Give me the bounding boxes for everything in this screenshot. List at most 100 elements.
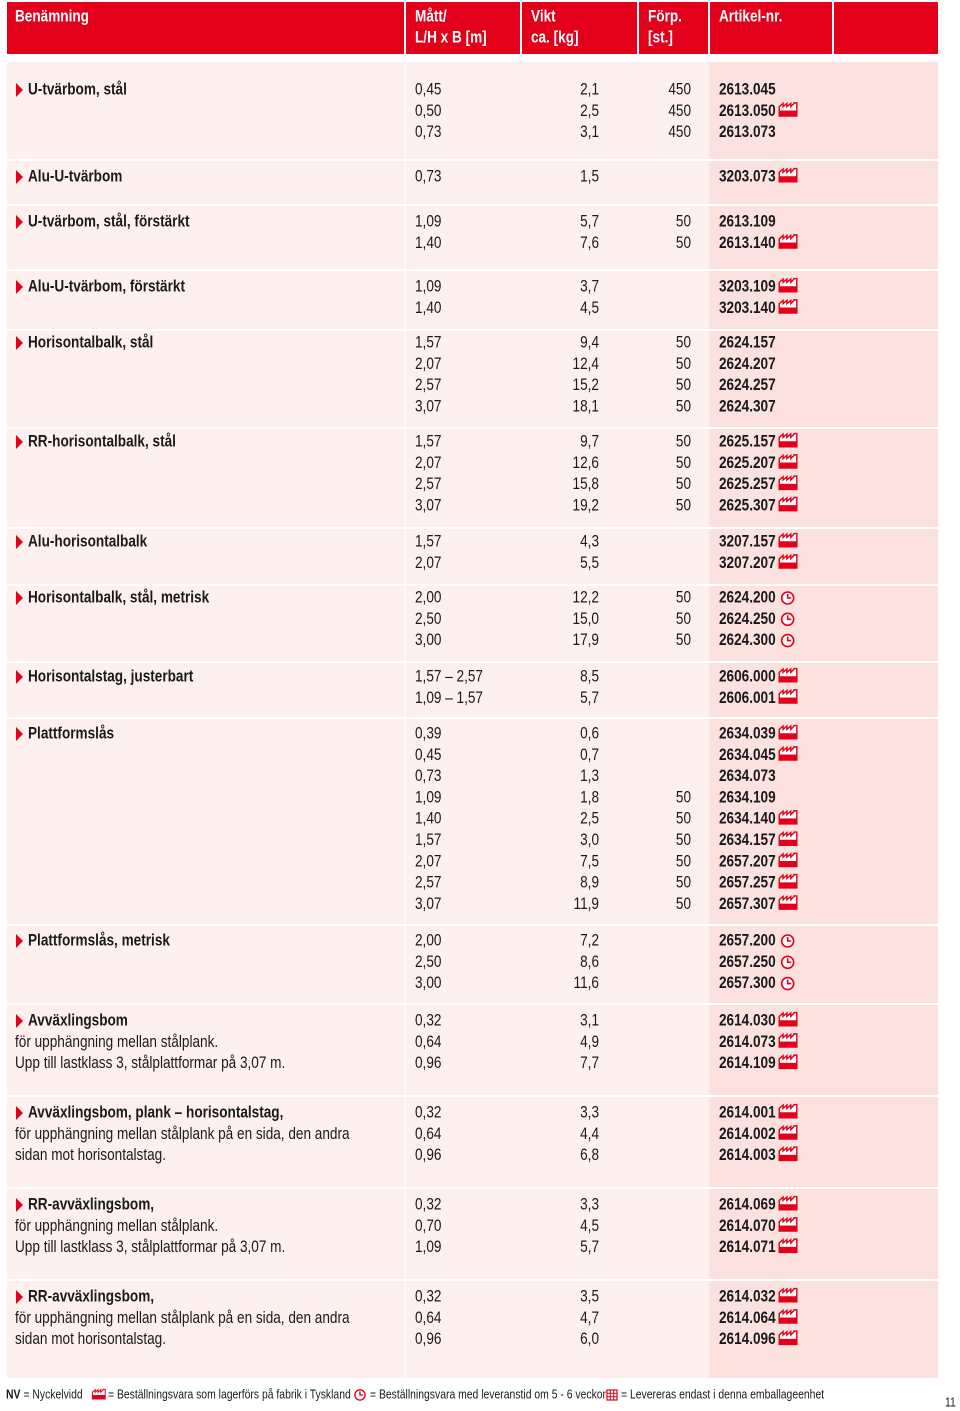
weight: 12,4 xyxy=(573,354,600,373)
clock-icon xyxy=(780,976,795,991)
dimension: 0,64 xyxy=(415,1308,442,1327)
weight: 17,9 xyxy=(573,631,599,650)
item-name: RR-horisontalbalk, stål xyxy=(28,432,176,451)
clock-icon xyxy=(780,633,795,648)
article-number: 3203.140 xyxy=(719,298,776,317)
factory-icon xyxy=(778,831,798,846)
dimension: 0,64 xyxy=(415,1124,442,1143)
article-number: 2657.300 xyxy=(719,974,776,993)
article-number: 3207.157 xyxy=(719,532,776,551)
dimension: 1,57 xyxy=(415,532,441,551)
header-label: Vikt xyxy=(531,7,556,26)
item-name: Alu-U-tvärbom, förstärkt xyxy=(28,277,185,296)
clock-icon xyxy=(780,591,795,605)
factory-icon xyxy=(778,894,798,910)
factory-base xyxy=(779,1338,797,1345)
article-number: 2613.045 xyxy=(719,80,776,99)
pack-quantity: 50 xyxy=(676,333,691,352)
article-number: 2614.109 xyxy=(719,1054,776,1073)
clock-icon xyxy=(354,1389,366,1401)
weight: 3,5 xyxy=(580,1287,599,1306)
weight: 7,6 xyxy=(580,233,599,252)
weight: 19,2 xyxy=(573,496,599,515)
dimension: 1,40 xyxy=(415,233,441,252)
article-number: 2634.045 xyxy=(719,745,776,764)
row-bullet xyxy=(16,435,23,449)
dimension: 2,57 xyxy=(415,376,441,395)
row-separator xyxy=(7,159,938,161)
item-name: Alu-horisontalbalk xyxy=(28,532,148,551)
factory-icon xyxy=(778,1103,798,1119)
dimension: 2,07 xyxy=(415,553,441,572)
row-bullet xyxy=(16,215,23,229)
weight: 3,1 xyxy=(580,123,599,142)
page-number: 11 xyxy=(945,1395,956,1409)
dimension: 1,40 xyxy=(415,809,441,828)
row-bullet xyxy=(16,1014,23,1028)
header-label: Artikel-nr. xyxy=(719,7,782,26)
pack-quantity: 50 xyxy=(676,212,691,231)
pack-quantity: 50 xyxy=(676,397,691,416)
article-number: 2657.200 xyxy=(719,931,776,950)
factory-icon xyxy=(778,1195,798,1211)
dimension: 1,57 xyxy=(415,333,441,352)
weight: 1,8 xyxy=(580,788,599,807)
factory-base xyxy=(779,1154,797,1161)
item-name: Horisontalbalk, stål, metrisk xyxy=(28,588,210,607)
pack-quantity: 50 xyxy=(676,588,691,607)
weight: 2,5 xyxy=(580,101,599,120)
factory-base xyxy=(779,286,797,292)
pack-quantity: 50 xyxy=(676,873,691,892)
dimension: 1,09 xyxy=(415,1238,441,1257)
factory-icon xyxy=(778,298,798,314)
factory-base xyxy=(779,1317,797,1324)
article-number: 3203.109 xyxy=(719,277,776,296)
dimension: 2,07 xyxy=(415,852,441,871)
article-number: 2613.050 xyxy=(719,101,776,120)
weight: 12,6 xyxy=(573,453,599,472)
factory-base xyxy=(779,1296,797,1302)
factory-base xyxy=(92,1395,106,1399)
factory-base xyxy=(779,441,797,447)
factory-base xyxy=(779,462,797,469)
dimension: 0,64 xyxy=(415,1032,442,1051)
factory-base xyxy=(779,754,797,761)
weight: 18,1 xyxy=(573,397,599,416)
item-name: RR-avväxlingsbom, xyxy=(28,1195,154,1214)
dimension: 0,32 xyxy=(415,1287,441,1306)
factory-icon xyxy=(778,688,798,704)
factory-icon xyxy=(778,553,798,569)
weight: 6,8 xyxy=(580,1146,599,1165)
weight: 3,0 xyxy=(580,831,599,850)
dimension: 1,09 xyxy=(415,788,441,807)
article-number: 2624.307 xyxy=(719,397,776,416)
row-bullet xyxy=(16,1106,23,1120)
pack-quantity: 50 xyxy=(676,233,691,252)
weight: 2,1 xyxy=(580,80,599,99)
dimension: 1,09 xyxy=(415,212,441,231)
article-number: 2613.073 xyxy=(719,123,776,142)
factory-base xyxy=(779,697,797,704)
weight: 0,7 xyxy=(580,745,599,764)
weight: 8,9 xyxy=(580,873,599,892)
dimension: 0,73 xyxy=(415,767,441,786)
clock-hands xyxy=(786,937,792,942)
weight: 4,9 xyxy=(580,1032,599,1051)
weight: 8,5 xyxy=(580,667,599,686)
item-name: Avväxlingsbom, plank – horisontalstag, xyxy=(28,1103,283,1122)
weight: 7,2 xyxy=(580,931,599,950)
weight: 5,7 xyxy=(580,212,599,231)
row-separator xyxy=(7,204,938,206)
article-number: 3203.073 xyxy=(719,167,776,186)
weight: 3,3 xyxy=(580,1103,599,1122)
row-separator xyxy=(7,1095,938,1097)
dimension: 0,50 xyxy=(415,101,441,120)
item-name: Plattformslås xyxy=(28,724,114,743)
header-bar xyxy=(7,2,938,54)
weight: 11,9 xyxy=(574,895,599,914)
factory-icon xyxy=(778,453,798,469)
package-grid xyxy=(607,1390,617,1400)
item-name: U-tvärbom, stål, förstärkt xyxy=(28,212,190,231)
article-number: 2624.250 xyxy=(719,609,776,628)
dimension: 0,45 xyxy=(415,745,441,764)
